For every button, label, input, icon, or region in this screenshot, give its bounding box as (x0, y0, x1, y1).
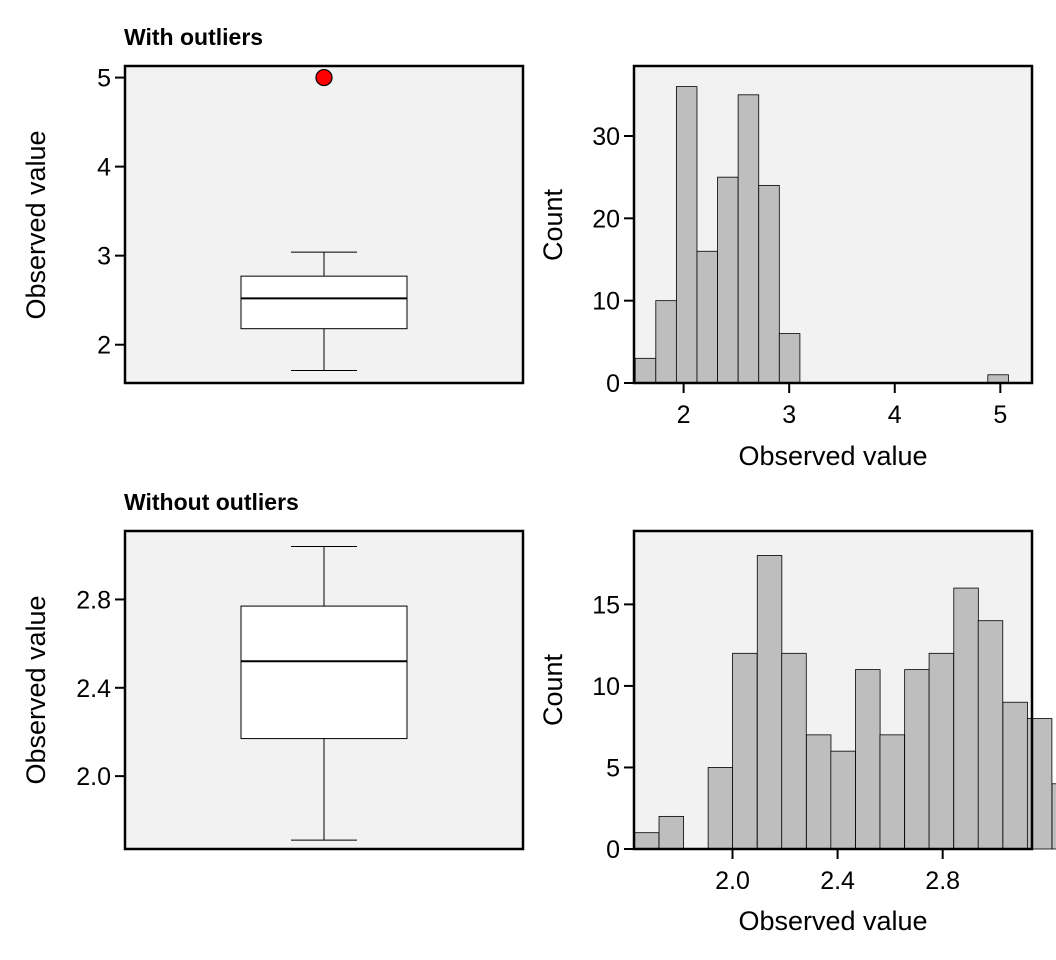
histogram-bar (633, 832, 660, 850)
box-iqr (240, 605, 408, 740)
y-tick-label: 15 (592, 591, 620, 619)
histogram-bar (737, 94, 760, 384)
boxplot-without-outliers-panel: Without outliers Observed value 2.0 2.4 2.… (21, 489, 525, 851)
y-tick-label: 2 (97, 332, 111, 360)
histogram-bar (977, 620, 1004, 850)
panel-title-without-outliers: Without outliers (124, 489, 299, 515)
histogram-bar (830, 750, 856, 850)
y-axis-label: Observed value (21, 595, 51, 784)
x-tick-label: 3 (782, 401, 796, 429)
y-tick-label: 10 (592, 673, 620, 701)
histogram-bar (904, 669, 930, 850)
y-tick-label: 5 (606, 754, 620, 782)
panel-title-with-outliers: With outliers (124, 24, 263, 50)
x-tick-label: 4 (888, 401, 902, 429)
histogram-bar (732, 652, 758, 850)
y-axis-label: Count (538, 188, 568, 261)
histogram-bar (696, 250, 718, 384)
histogram-bar (928, 652, 955, 850)
y-tick-label: 5 (97, 65, 111, 93)
x-tick-label: 2.4 (820, 867, 855, 895)
y-tick-label: 3 (97, 243, 111, 271)
y-tick-label: 2.8 (76, 586, 111, 614)
histogram-bar (855, 669, 881, 850)
x-axis-label: Observed value (738, 441, 927, 471)
y-tick-label: 0 (606, 836, 620, 864)
y-tick-label: 30 (592, 123, 620, 151)
plot-frame (632, 529, 1034, 851)
plot-frame (632, 64, 1034, 385)
histogram-bar (879, 734, 905, 850)
histogram-bar (655, 300, 677, 384)
histogram-bar (675, 86, 698, 384)
histogram-bar (758, 184, 780, 384)
y-tick-label: 4 (97, 154, 111, 182)
y-axis-label: Count (538, 653, 568, 726)
histogram-bar (756, 555, 783, 850)
histogram-bar (707, 767, 734, 850)
histogram-bar (717, 176, 739, 384)
y-axis-label: Observed value (21, 130, 51, 319)
x-tick-label: 2.0 (715, 867, 750, 895)
histogram-bar (781, 652, 807, 850)
x-axis-label: Observed value (738, 906, 927, 936)
y-tick-label: 2.4 (76, 675, 111, 703)
y-tick-label: 2.0 (76, 763, 111, 791)
y-tick-label: 20 (592, 205, 620, 233)
histogram-with-outliers-panel: Count Observed value 2 3 4 5 0 10 20 30 (538, 64, 1034, 471)
histogram-bar (778, 333, 801, 384)
histogram-bar (806, 734, 832, 850)
plot-frame (123, 64, 525, 385)
histogram-bar (953, 587, 979, 850)
histogram-without-outliers-panel: Count Observed value 2.0 2.4 2.8 0 5 10 15 (538, 529, 1056, 936)
boxplot-with-outliers-panel: With outliers Observed value 2 3 4 5 (21, 24, 525, 385)
x-tick-label: 2.8 (925, 867, 960, 895)
y-tick-label: 10 (592, 288, 620, 316)
outlier-point (315, 68, 333, 87)
y-tick-label: 0 (606, 370, 620, 398)
x-tick-label: 5 (993, 401, 1007, 429)
histogram-bar (658, 815, 684, 850)
histogram-bar (1002, 701, 1028, 850)
histogram-bar (1051, 783, 1056, 850)
histogram-bar (634, 357, 657, 384)
x-tick-label: 2 (677, 401, 691, 429)
plot-frame (123, 529, 525, 851)
box-iqr (240, 275, 408, 330)
